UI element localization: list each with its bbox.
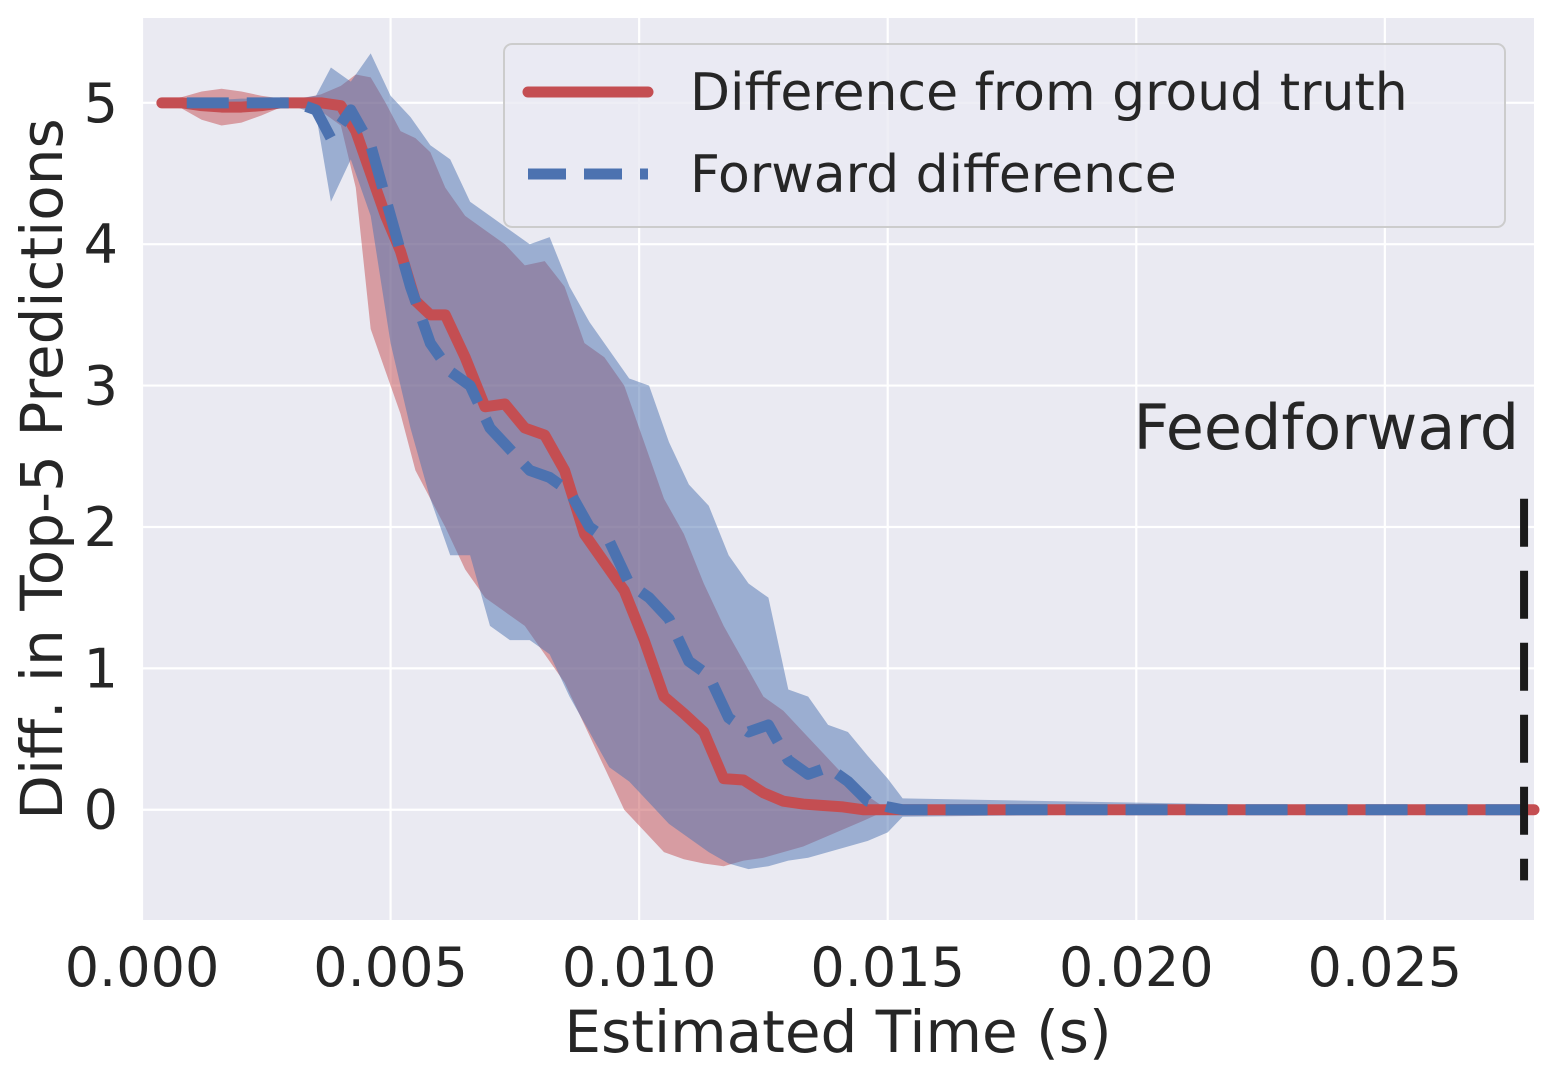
y-tick-label: 5 xyxy=(84,72,118,135)
y-tick-label: 3 xyxy=(84,355,118,418)
x-tick-label: 0.020 xyxy=(1059,936,1214,999)
legend: Difference from groud truth Forward diff… xyxy=(503,43,1506,228)
x-axis-label: Estimated Time (s) xyxy=(564,998,1111,1066)
annotation-feedforward: Feedforward xyxy=(1133,391,1519,464)
x-tick-label: 0.000 xyxy=(65,936,220,999)
y-tick-label: 4 xyxy=(84,213,118,276)
line-difference-from-groud-truth xyxy=(156,97,1540,816)
x-tick-label: 0.005 xyxy=(313,936,468,999)
legend-box xyxy=(503,43,1506,228)
x-tick-label: 0.025 xyxy=(1308,936,1463,999)
y-tick-label: 2 xyxy=(84,496,118,559)
y-tick-label: 0 xyxy=(84,779,118,842)
x-tick-label: 0.015 xyxy=(810,936,965,999)
series-lines xyxy=(156,97,1540,816)
y-axis-label: Diff. in Top-5 Predictions xyxy=(8,118,76,819)
y-tick-label: 1 xyxy=(84,637,118,700)
legend-label-forward-difference: Forward difference xyxy=(690,145,1177,205)
annotations: Feedforward xyxy=(1133,391,1519,464)
legend-label-difference-from-ground-truth: Difference from groud truth xyxy=(690,63,1408,123)
y-tick-labels: 0 1 2 3 4 5 xyxy=(84,72,118,842)
band-forward-difference xyxy=(186,53,1534,870)
x-tick-label: 0.010 xyxy=(562,936,717,999)
confidence-bands xyxy=(161,53,1534,870)
x-tick-labels: 0.000 0.005 0.010 0.015 0.020 0.025 xyxy=(65,936,1462,999)
line-forward-difference xyxy=(186,97,1534,816)
